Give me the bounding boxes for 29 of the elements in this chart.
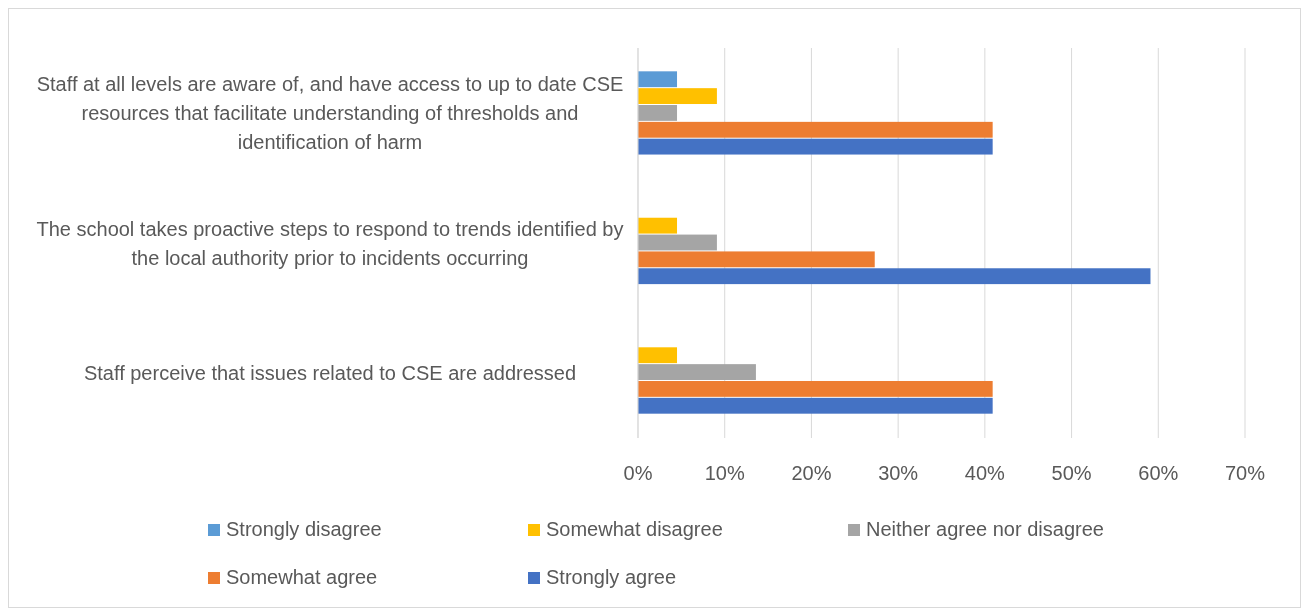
bar (638, 88, 717, 105)
bar (638, 364, 756, 380)
bar (638, 268, 1151, 285)
x-tick-label: 40% (964, 462, 1006, 484)
x-tick-label: 50% (1051, 462, 1092, 484)
x-tick-label: 70% (1224, 462, 1266, 484)
bar (638, 347, 678, 364)
x-tick-label: 0% (623, 462, 653, 484)
legend-label: Strongly agree (546, 566, 677, 588)
bar (638, 71, 678, 88)
bar (638, 380, 993, 397)
bar (638, 397, 993, 414)
x-tick-label: 10% (704, 462, 745, 484)
legend-label: Somewhat disagree (546, 518, 723, 540)
x-tick-label: 30% (878, 462, 919, 484)
bar (638, 251, 875, 268)
legend-label: Neither agree nor disagree (866, 518, 1104, 540)
bar (638, 138, 993, 155)
bar (638, 105, 678, 121)
legend-label: Strongly disagree (226, 518, 382, 540)
legend-label: Somewhat agree (226, 566, 378, 588)
y-tick-label: Staff perceive that issues related to CSE are addressed (83, 361, 577, 384)
x-tick-label: 20% (791, 462, 832, 484)
y-tick-label: Staff at all levels are aware of, and have access to up to date CSE resources that facilitate understanding of thresholds and identification of harm (36, 73, 624, 154)
bar (638, 121, 993, 138)
bar (638, 234, 717, 251)
x-tick-label: 60% (1138, 462, 1179, 484)
bar (638, 217, 678, 234)
y-tick-label: The school takes proactive steps to respond to trends identified by the local authority prior to incidents occurring (36, 217, 624, 269)
